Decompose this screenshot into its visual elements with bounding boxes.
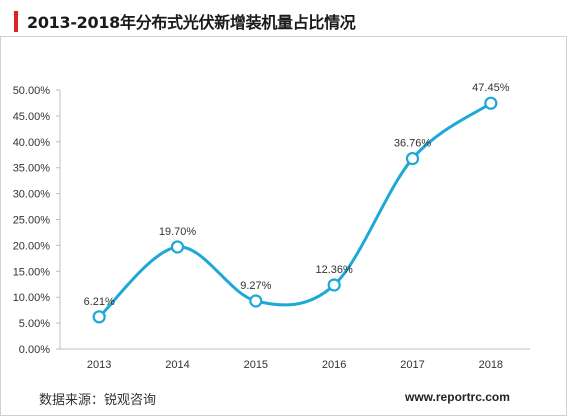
data-label: 19.70% <box>159 226 197 238</box>
y-tick-label: 20.00% <box>13 240 51 252</box>
x-tick-label: 2015 <box>244 359 268 371</box>
y-tick-label: 45.00% <box>13 111 51 123</box>
data-label: 9.27% <box>240 280 271 292</box>
x-tick-label: 2017 <box>400 359 424 371</box>
data-points <box>92 96 498 324</box>
data-point-marker <box>484 96 498 110</box>
y-axis-ticks: 0.00% 5.00% 10.00% 15.00% 20.00% 25.00% 30.00%… <box>13 85 60 356</box>
x-axis-ticks: 2013 2014 2015 2016 2017 2018 <box>87 359 503 371</box>
y-tick-label: 5.00% <box>19 318 50 330</box>
data-label: 36.76% <box>394 138 432 150</box>
data-source: 数据来源：锐观咨询 <box>39 393 157 408</box>
y-tick-label: 25.00% <box>13 215 51 227</box>
website-url: www.reportrc.com <box>405 390 510 404</box>
series-line <box>98 101 492 318</box>
data-point-marker <box>327 278 341 292</box>
y-tick-label: 50.00% <box>13 85 51 97</box>
y-tick-label: 40.00% <box>13 137 51 149</box>
x-tick-label: 2018 <box>479 359 503 371</box>
data-point-marker <box>249 294 263 308</box>
y-tick-label: 30.00% <box>13 189 51 201</box>
x-tick-label: 2013 <box>87 359 111 371</box>
x-tick-label: 2014 <box>165 359 189 371</box>
y-tick-label: 10.00% <box>13 292 51 304</box>
data-label: 47.45% <box>472 82 510 94</box>
x-tick-label: 2016 <box>322 359 346 371</box>
y-tick-label: 15.00% <box>13 266 51 278</box>
data-point-marker <box>92 310 106 324</box>
data-point-marker <box>405 151 420 166</box>
y-tick-label: 0.00% <box>19 344 50 356</box>
y-tick-label: 35.00% <box>13 163 51 175</box>
chart-title: 2013-2018年分布式光伏新增装机量占比情况 <box>27 13 356 32</box>
data-point-marker <box>170 240 185 254</box>
title-accent-bar <box>14 11 18 32</box>
chart-frame <box>0 36 567 416</box>
data-labels: 6.21% 19.70% 9.27% 12.36% 36.76% 47.45% <box>84 82 510 308</box>
data-label: 6.21% <box>84 296 115 308</box>
data-label: 12.36% <box>316 264 354 276</box>
